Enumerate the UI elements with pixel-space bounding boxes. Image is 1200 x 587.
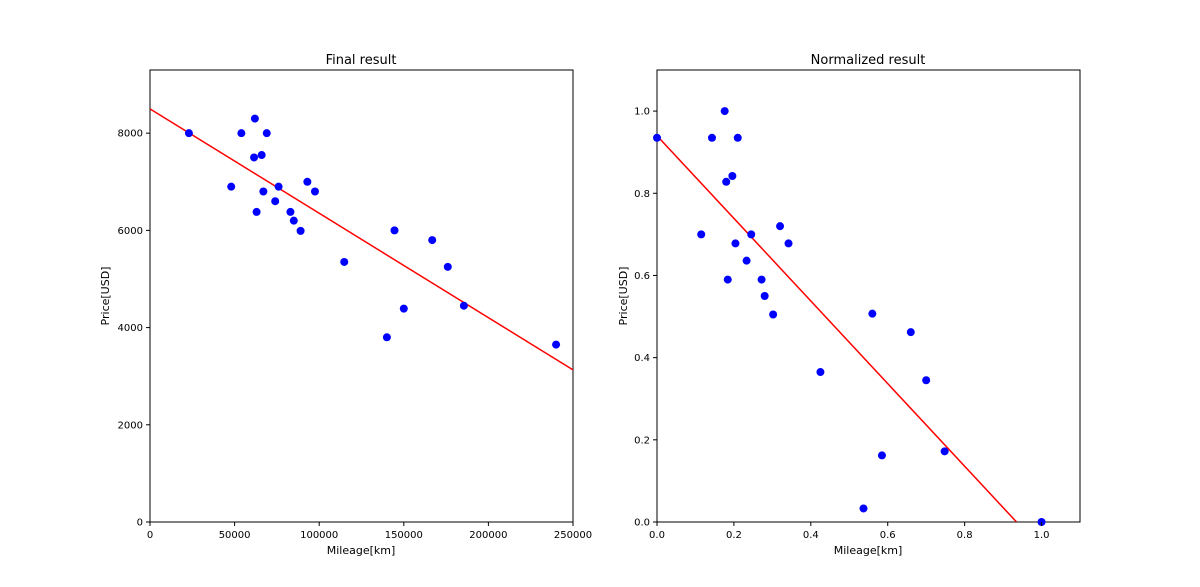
data-point xyxy=(259,187,268,196)
data-point xyxy=(289,216,298,225)
data-point xyxy=(252,207,261,216)
chart-title: Normalized result xyxy=(811,53,926,68)
x-tick-label: 0 xyxy=(147,530,153,541)
fit-line-layer xyxy=(150,108,573,371)
chart-title: Final result xyxy=(326,53,397,68)
x-axis-label: Mileage[km] xyxy=(834,544,903,557)
data-point xyxy=(784,239,793,248)
data-points-layer xyxy=(184,114,561,349)
x-tick-label: 0.6 xyxy=(880,530,896,541)
data-point xyxy=(296,226,305,235)
x-tick-label: 0.8 xyxy=(957,530,973,541)
y-axis-ticks: 0 2000 4000 6000 8000 xyxy=(118,129,150,529)
data-point xyxy=(906,328,915,337)
data-point xyxy=(286,207,295,216)
data-point xyxy=(769,310,778,319)
data-point xyxy=(390,226,399,235)
data-point xyxy=(250,153,259,162)
data-point xyxy=(250,114,259,123)
y-tick-label: 0.4 xyxy=(634,353,650,364)
x-tick-label: 250000 xyxy=(554,530,592,541)
plot-area-frame xyxy=(656,69,1081,523)
data-point xyxy=(747,230,756,239)
y-tick-label: 0 xyxy=(137,518,143,529)
y-tick-label: 4000 xyxy=(118,323,143,334)
data-point xyxy=(653,133,661,142)
x-tick-label: 0.0 xyxy=(649,530,665,541)
data-point xyxy=(310,187,319,196)
x-tick-label: 0.4 xyxy=(803,530,819,541)
data-point xyxy=(760,292,769,300)
data-point xyxy=(731,239,740,248)
x-axis-label: Mileage[km] xyxy=(327,544,396,557)
normalized-result-chart: Normalized result 0.0 0.2 0.4 0.6 0.8 1.0 0.0… xyxy=(617,53,1081,557)
data-point xyxy=(237,129,246,138)
final-result-chart: Final result 0 50000 100000 150000 200000 250… xyxy=(99,53,592,557)
data-point xyxy=(274,182,283,191)
fit-line-layer xyxy=(657,135,1018,522)
data-point xyxy=(340,257,349,266)
x-tick-label: 200000 xyxy=(469,530,507,541)
data-point xyxy=(720,107,729,116)
y-tick-label: 1.0 xyxy=(634,107,650,118)
data-point xyxy=(757,275,766,284)
data-point xyxy=(459,301,468,310)
data-point xyxy=(922,376,931,385)
data-point xyxy=(697,230,706,239)
data-point xyxy=(742,256,751,265)
data-point xyxy=(940,447,949,456)
y-tick-label: 8000 xyxy=(118,129,143,140)
data-point xyxy=(552,340,561,349)
data-point xyxy=(859,504,868,513)
data-point xyxy=(707,133,716,142)
data-point xyxy=(257,151,266,160)
data-point xyxy=(428,236,437,245)
y-tick-label: 0.8 xyxy=(634,189,650,200)
fit-line xyxy=(150,108,573,371)
y-tick-label: 0.6 xyxy=(634,271,650,282)
x-tick-label: 100000 xyxy=(300,530,338,541)
x-axis-ticks: 0.0 0.2 0.4 0.6 0.8 1.0 xyxy=(649,522,1049,541)
data-point xyxy=(868,309,877,318)
data-point xyxy=(443,262,452,271)
y-axis-ticks: 0.0 0.2 0.4 0.6 0.8 1.0 xyxy=(634,107,657,529)
data-point xyxy=(816,368,825,377)
y-tick-label: 2000 xyxy=(118,420,143,431)
x-axis-ticks: 0 50000 100000 150000 200000 250000 xyxy=(147,522,592,541)
data-point xyxy=(733,133,742,142)
data-point xyxy=(271,197,280,206)
data-point xyxy=(303,177,312,186)
y-tick-label: 0.2 xyxy=(634,435,650,446)
data-point xyxy=(877,451,886,460)
y-axis-label: Price[USD] xyxy=(99,267,112,326)
y-tick-label: 6000 xyxy=(118,226,143,237)
x-tick-label: 50000 xyxy=(219,530,251,541)
plot-area-frame xyxy=(149,69,574,523)
data-points-layer xyxy=(653,107,1046,526)
data-point xyxy=(723,275,732,284)
x-tick-label: 1.0 xyxy=(1034,530,1050,541)
data-point xyxy=(184,129,193,138)
data-point xyxy=(382,333,391,342)
data-point xyxy=(728,172,737,181)
fit-line xyxy=(657,135,1018,522)
data-point xyxy=(262,129,271,138)
x-tick-label: 0.2 xyxy=(726,530,742,541)
y-tick-label: 0.0 xyxy=(634,518,650,529)
y-axis-label: Price[USD] xyxy=(617,267,630,326)
data-point xyxy=(227,182,236,191)
data-point xyxy=(776,222,785,231)
data-point xyxy=(399,304,408,313)
data-point xyxy=(722,177,731,186)
x-tick-label: 150000 xyxy=(385,530,423,541)
